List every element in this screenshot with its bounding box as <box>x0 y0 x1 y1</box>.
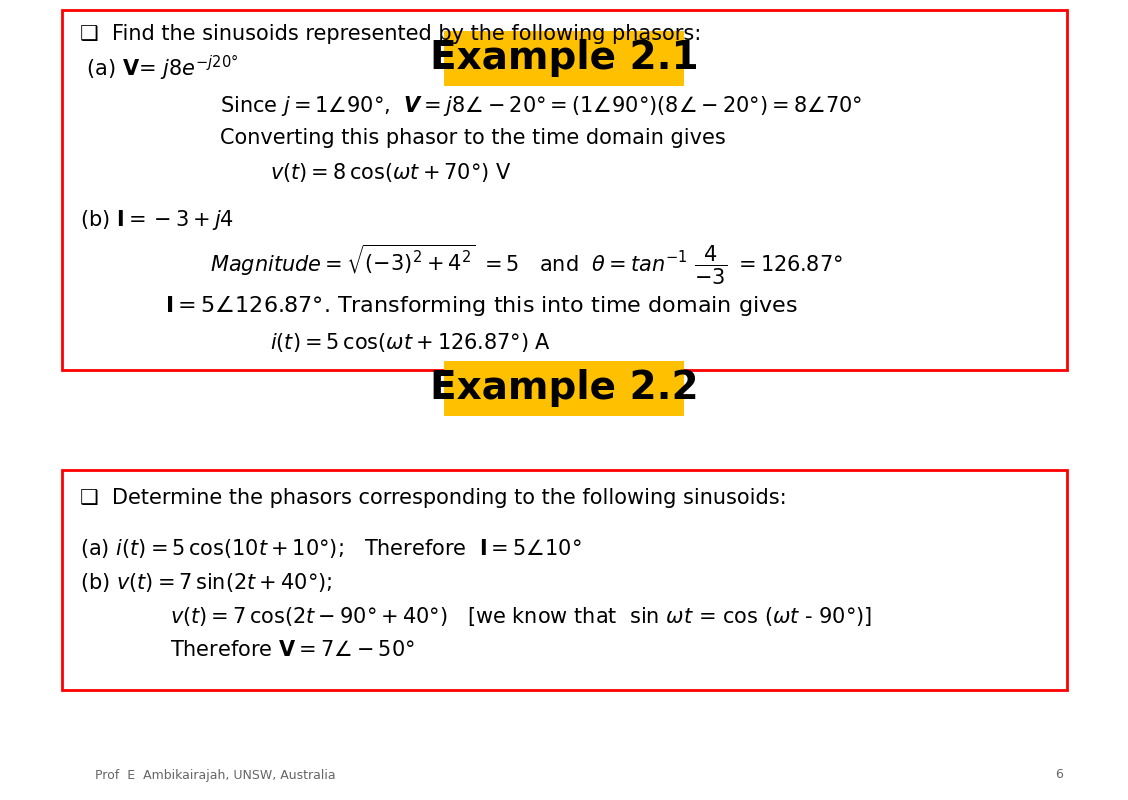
Text: $\mathbf{I} = 5\angle126.87°$. Transforming this into time domain gives: $\mathbf{I} = 5\angle126.87°$. Transform… <box>165 293 797 318</box>
FancyBboxPatch shape <box>444 361 684 415</box>
FancyBboxPatch shape <box>62 470 1067 690</box>
Text: Converting this phasor to the time domain gives: Converting this phasor to the time domai… <box>220 128 725 148</box>
Text: $v(t) = 8\,\mathrm{cos}(\omega t + 70°)$ V: $v(t) = 8\,\mathrm{cos}(\omega t + 70°)$… <box>270 161 512 183</box>
Text: (b) $\mathbf{I} = -3 + j4$: (b) $\mathbf{I} = -3 + j4$ <box>80 208 233 232</box>
Text: (a) $\mathbf{V}$= $j8e^{-j20°}$: (a) $\mathbf{V}$= $j8e^{-j20°}$ <box>80 54 238 82</box>
Text: 6: 6 <box>1055 769 1063 782</box>
Text: Example 2.1: Example 2.1 <box>430 39 698 77</box>
Text: $i(t) = 5\,\mathrm{cos}(\omega t + 126.87°)$ A: $i(t) = 5\,\mathrm{cos}(\omega t + 126.8… <box>270 330 550 354</box>
FancyBboxPatch shape <box>62 10 1067 370</box>
Text: ❑  Find the sinusoids represented by the following phasors:: ❑ Find the sinusoids represented by the … <box>80 24 702 44</box>
FancyBboxPatch shape <box>444 30 684 86</box>
Text: (b) $v(t) = 7\,\mathrm{sin}(2t + 40°)$;: (b) $v(t) = 7\,\mathrm{sin}(2t + 40°)$; <box>80 570 333 594</box>
Text: (a) $i(t) = 5\,\mathrm{cos}(10t + 10°)$;   Therefore  $\mathbf{I} = 5\angle10°$: (a) $i(t) = 5\,\mathrm{cos}(10t + 10°)$;… <box>80 537 582 559</box>
Text: Prof  E  Ambikairajah, UNSW, Australia: Prof E Ambikairajah, UNSW, Australia <box>95 769 336 782</box>
Text: $\mathit{Magnitude} = \sqrt{(-3)^2+4^2}\ = 5$   and  $\theta = \mathit{tan}^{-1}: $\mathit{Magnitude} = \sqrt{(-3)^2+4^2}\… <box>210 243 843 287</box>
Text: $v(t) = 7\,\mathrm{cos}(2t - 90°+ 40°)$   [we know that  sin $\omega t$ = cos ($: $v(t) = 7\,\mathrm{cos}(2t - 90°+ 40°)$ … <box>170 605 872 627</box>
Text: Since $j = 1\angle90°$,  $\boldsymbol{V} = j8\angle-20°= (1\angle90°)(8\angle-20: Since $j = 1\angle90°$, $\boldsymbol{V} … <box>220 94 862 118</box>
Text: Example 2.2: Example 2.2 <box>430 369 698 407</box>
Text: ❑  Determine the phasors corresponding to the following sinusoids:: ❑ Determine the phasors corresponding to… <box>80 488 786 508</box>
Text: Therefore $\mathbf{V} = 7\angle -50°$: Therefore $\mathbf{V} = 7\angle -50°$ <box>170 640 415 660</box>
